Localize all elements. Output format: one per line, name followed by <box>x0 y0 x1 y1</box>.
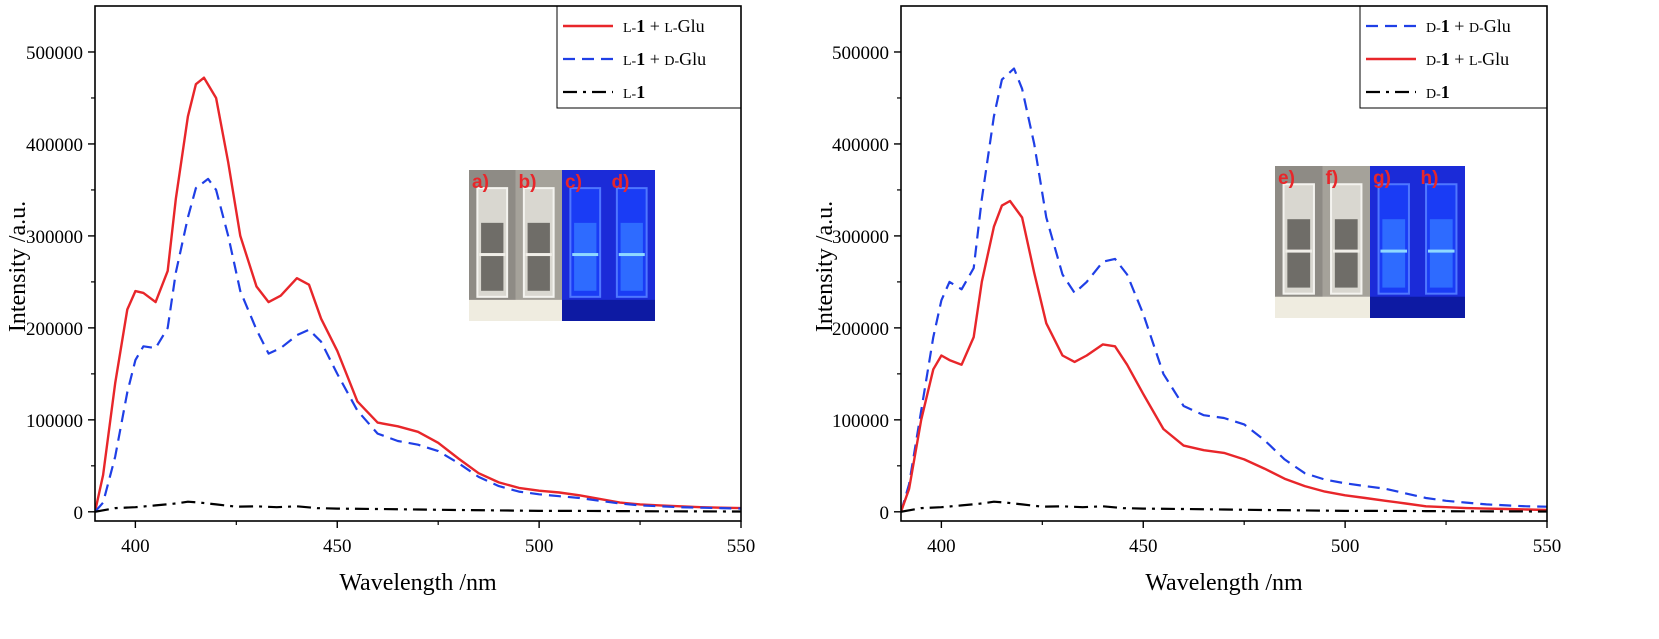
series-line-d-1-l-glu <box>901 199 1547 513</box>
y-tick-label: 400000 <box>832 135 889 156</box>
x-tick-label: 450 <box>323 536 352 557</box>
legend-entry-label: D-1 <box>1426 82 1450 102</box>
axes-frame <box>900 5 1548 522</box>
axes-frame <box>94 5 742 522</box>
x-axis-title: Wavelength /nm <box>339 570 497 596</box>
y-tick-label: 300000 <box>832 227 889 248</box>
legend-box <box>1359 5 1548 109</box>
series-line-d-1-d-glu <box>901 67 1547 513</box>
y-tick-label: 200000 <box>26 319 83 340</box>
x-tick-label: 500 <box>1331 536 1360 557</box>
inset-label: b) <box>519 172 537 193</box>
chart-panel-right: e) f) g) h) D-1 + D-Glu D-1 + L-Glu D-1 400 450 5… <box>812 5 1562 596</box>
inset-label: a) <box>472 172 489 193</box>
series-line-l-1-l-glu <box>95 76 741 513</box>
series-line-l-1-d-glu <box>95 177 741 513</box>
chart-panel-left: a) b) c) d) L-1 + L-Glu L-1 + D-Glu L-1 400 450 5… <box>5 5 756 596</box>
x-axis-title: Wavelength /nm <box>1145 570 1303 596</box>
inset-label: e) <box>1278 168 1295 189</box>
inset-photo: e) f) g) h) <box>1275 166 1465 318</box>
x-tick-label: 550 <box>727 536 756 557</box>
x-tick-label: 400 <box>927 536 956 557</box>
x-tick-label: 500 <box>525 536 554 557</box>
plot-area <box>95 76 741 513</box>
cuvette: h) <box>1417 166 1465 318</box>
x-tick-label: 400 <box>121 536 150 557</box>
y-tick-label: 100000 <box>26 411 83 432</box>
legend-entry-label: D-1 + L-Glu <box>1426 49 1509 69</box>
y-axis-title: Intensity /a.u. <box>812 201 838 332</box>
legend-entry-label: D-1 + D-Glu <box>1426 16 1511 36</box>
cuvette: b) <box>515 170 562 321</box>
legend-entry-label: L-1 + D-Glu <box>623 49 706 69</box>
y-tick-label: 100000 <box>832 411 889 432</box>
series-line-d-1 <box>901 500 1547 513</box>
cuvette: g) <box>1370 166 1418 318</box>
y-tick-label: 200000 <box>832 319 889 340</box>
inset-label: d) <box>612 172 630 193</box>
cuvette: c) <box>562 170 609 321</box>
y-tick-label: 500000 <box>26 43 83 64</box>
cuvette: e) <box>1275 166 1323 318</box>
cuvette: f) <box>1322 166 1370 318</box>
legend-entry-label: L-1 + L-Glu <box>623 16 705 36</box>
cuvette: a) <box>469 170 516 321</box>
x-tick-label: 550 <box>1533 536 1562 557</box>
y-axis-title: Intensity /a.u. <box>5 201 31 332</box>
plot-area <box>901 67 1547 513</box>
inset-label: g) <box>1373 168 1391 189</box>
x-tick-label: 450 <box>1129 536 1158 557</box>
legend: D-1 + D-Glu D-1 + L-Glu D-1 <box>1359 5 1548 109</box>
legend: L-1 + L-Glu L-1 + D-Glu L-1 <box>556 5 742 109</box>
y-tick-label: 400000 <box>26 135 83 156</box>
inset-photo: a) b) c) d) <box>469 170 655 321</box>
inset-label: c) <box>565 172 582 193</box>
inset-label: h) <box>1421 168 1439 189</box>
cuvette: d) <box>608 170 655 321</box>
y-tick-label: 300000 <box>26 227 83 248</box>
legend-entry-label: L-1 <box>623 82 645 102</box>
y-tick-label: 0 <box>74 503 84 524</box>
y-tick-label: 500000 <box>832 43 889 64</box>
series-line-l-1 <box>95 500 741 513</box>
inset-label: f) <box>1326 168 1339 189</box>
y-tick-label: 0 <box>880 503 890 524</box>
